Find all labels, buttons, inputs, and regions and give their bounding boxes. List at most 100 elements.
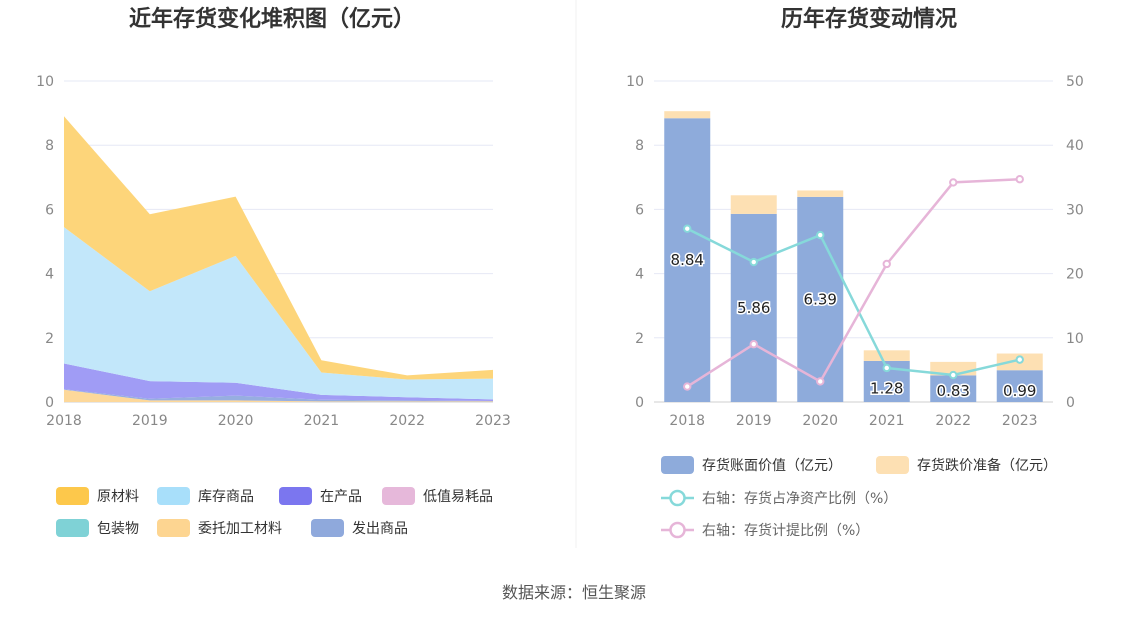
right-x-tick-label: 2019 (736, 413, 772, 429)
legend-label: 右轴：存货占净资产比例（%） (702, 490, 897, 507)
right-y2-tick-label: 50 (1066, 74, 1084, 90)
right-y-axis-left: 0 2 4 6 8 10 (626, 74, 644, 411)
bar-value-label: 5.86 (737, 299, 770, 317)
line-point[interactable] (683, 224, 692, 233)
bar-存货账面价值（亿元）[interactable] (996, 370, 1043, 402)
right-y-tick-label: 4 (635, 267, 644, 283)
line-point[interactable] (816, 230, 825, 240)
area-series-在产品 (64, 363, 493, 401)
bar-value-label: 0.83 (937, 382, 970, 400)
left-x-axis: 2018 2019 2020 2021 2022 2023 (46, 413, 511, 429)
bar-value-label: 0.99 (1003, 382, 1036, 400)
left-x-tick-label: 2020 (218, 413, 254, 429)
legend-swatch (56, 519, 89, 537)
right-x-tick-label: 2021 (869, 413, 905, 429)
right-gridlines (654, 80, 1053, 403)
bar-存货跌价准备（亿元）[interactable] (797, 190, 844, 197)
right-x-axis: 2018 2019 2020 2021 2022 2023 (669, 413, 1037, 429)
right-x-tick-label: 2020 (802, 413, 838, 429)
line-point[interactable] (1015, 355, 1024, 364)
legend-label: 右轴：存货计提比例（%） (702, 522, 869, 539)
left-y-tick-label: 0 (45, 395, 54, 411)
right-y-tick-label: 6 (635, 202, 644, 218)
legend-item-低值易耗品[interactable]: 低值易耗品 (382, 487, 493, 505)
legend-swatch (382, 487, 415, 505)
left-y-tick-label: 8 (45, 138, 54, 154)
right-x-tick-label: 2018 (669, 413, 705, 429)
legend-swatch (876, 456, 909, 474)
line-point[interactable] (882, 259, 891, 269)
line-point[interactable] (683, 382, 692, 391)
legend-item-存货跌价准备（亿元）[interactable]: 存货跌价准备（亿元） (876, 456, 1057, 474)
area-series-发出商品 (64, 389, 493, 402)
right-y2-tick-label: 10 (1066, 331, 1084, 347)
legend-swatch (157, 487, 190, 505)
right-chart-title: 历年存货变动情况 (781, 6, 957, 32)
bar-存货账面价值（亿元）[interactable] (730, 213, 777, 402)
bar-value-label: 1.28 (870, 379, 903, 397)
line-point[interactable] (1015, 175, 1024, 184)
legend-label: 库存商品 (198, 489, 254, 505)
bar-存货跌价准备（亿元）[interactable] (730, 195, 777, 214)
data-source-text: 数据来源：恒生聚源 (502, 583, 646, 602)
legend-label: 委托加工材料 (198, 521, 282, 537)
left-x-tick-label: 2018 (46, 413, 82, 429)
legend-label: 存货账面价值（亿元） (702, 457, 842, 474)
legend-item-委托加工材料[interactable]: 委托加工材料 (157, 519, 282, 537)
bar-存货账面价值（亿元）[interactable] (664, 118, 711, 403)
line-point[interactable] (949, 370, 958, 380)
legend-item-右轴：存货计提比例（%）[interactable]: 右轴：存货计提比例（%） (661, 521, 869, 539)
bar-存货跌价准备（亿元）[interactable] (664, 111, 711, 119)
legend-item-发出商品[interactable]: 发出商品 (311, 519, 408, 537)
area-series-原材料 (64, 116, 493, 380)
right-y-axis-right: 0 10 20 30 40 50 (1066, 74, 1084, 411)
legend-item-库存商品[interactable]: 库存商品 (157, 487, 254, 505)
line-point[interactable] (749, 257, 758, 267)
right-line-series (683, 175, 1024, 391)
legend-swatch (56, 487, 89, 505)
right-y2-tick-label: 40 (1066, 138, 1084, 154)
right-x-tick-label: 2023 (1002, 413, 1038, 429)
right-y-tick-label: 0 (635, 395, 644, 411)
line-point[interactable] (816, 377, 825, 386)
bar-存货账面价值（亿元）[interactable] (930, 375, 977, 402)
line-右轴：存货占净资产比例（%） (686, 227, 1021, 377)
legend-swatch (661, 456, 694, 474)
line-point[interactable] (882, 363, 891, 373)
left-x-tick-label: 2022 (389, 413, 425, 429)
legend-label: 存货跌价准备（亿元） (917, 457, 1057, 474)
right-x-tick-label: 2022 (935, 413, 971, 429)
legend-marker (669, 489, 686, 507)
left-area-series (64, 116, 493, 402)
line-point[interactable] (749, 340, 758, 349)
left-x-tick-label: 2023 (475, 413, 511, 429)
left-x-tick-label: 2019 (132, 413, 168, 429)
legend-item-包装物[interactable]: 包装物 (56, 519, 139, 537)
bar-value-label: 8.84 (671, 251, 704, 269)
legend-item-存货账面价值（亿元）[interactable]: 存货账面价值（亿元） (661, 456, 842, 474)
legend-item-右轴：存货占净资产比例（%）[interactable]: 右轴：存货占净资产比例（%） (661, 489, 897, 507)
left-y-tick-label: 2 (45, 331, 54, 347)
right-y2-tick-label: 0 (1066, 395, 1075, 411)
legend-item-原材料[interactable]: 原材料 (56, 487, 139, 505)
right-y2-tick-label: 20 (1066, 267, 1084, 283)
line-point[interactable] (949, 178, 958, 187)
bar-存货跌价准备（亿元）[interactable] (863, 350, 910, 361)
line-右轴：存货计提比例（%） (686, 177, 1020, 388)
legend-label: 包装物 (97, 521, 139, 537)
right-y-tick-label: 10 (626, 74, 644, 90)
legend-swatch (279, 487, 312, 505)
legend-label: 在产品 (320, 489, 362, 505)
right-data-labels: 8.84 5.86 6.39 1.28 0.83 0.99 (669, 250, 1038, 402)
bar-line-chart: 历年存货变动情况 8.84 5.86 6.39 1.28 0.83 0.99 0 2 4 6 8 1… (626, 6, 1084, 539)
legend-label: 低值易耗品 (423, 489, 493, 505)
bar-value-label: 6.39 (804, 290, 837, 308)
legend-item-在产品[interactable]: 在产品 (279, 487, 362, 505)
right-y-tick-label: 8 (635, 138, 644, 154)
left-y-axis: 0 2 4 6 8 10 (36, 74, 54, 411)
area-series-委托加工材料 (64, 389, 493, 402)
left-y-tick-label: 6 (45, 202, 54, 218)
left-x-tick-label: 2021 (304, 413, 340, 429)
legend-swatch (157, 519, 190, 537)
